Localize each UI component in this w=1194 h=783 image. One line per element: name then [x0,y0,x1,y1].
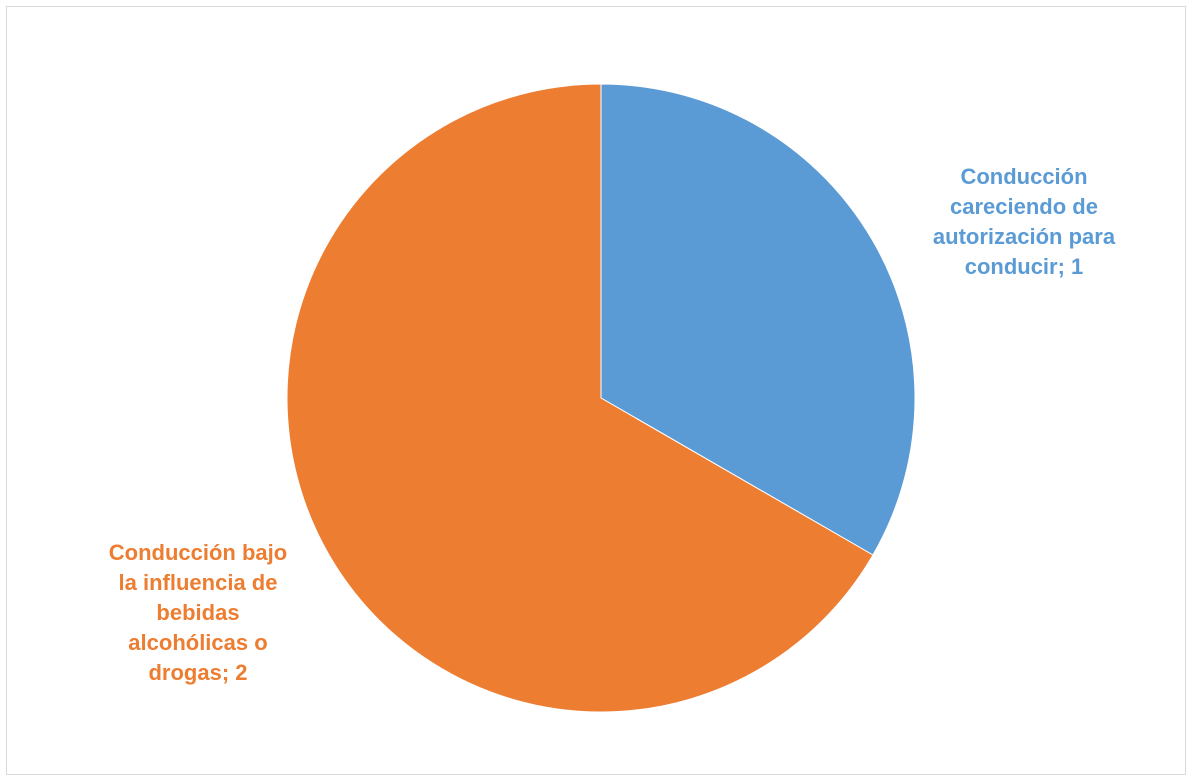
pie-slice-2 [286,83,874,713]
data-label-1-line: autorización para [933,224,1116,249]
data-label-2-line: bebidas [156,600,239,625]
data-label-1: Conducción careciendo de autorización para… [933,164,1116,279]
data-label-2: Conducción bajo la influencia de bebidas al… [109,540,287,685]
data-label-2-line: Conducción bajo [109,540,287,565]
data-label-1-line: careciendo de [950,194,1098,219]
data-label-2-line: drogas; 2 [148,660,247,685]
data-label-1-line: conducir; 1 [965,254,1084,279]
data-label-2-line: la influencia de [119,570,278,595]
data-label-1-line: Conducción [960,164,1087,189]
pie-slices [286,83,916,713]
data-labels: Conducción careciendo de autorización para… [109,164,1116,685]
pie-slice-1 [600,83,916,556]
data-label-2-line: alcohólicas o [128,630,267,655]
